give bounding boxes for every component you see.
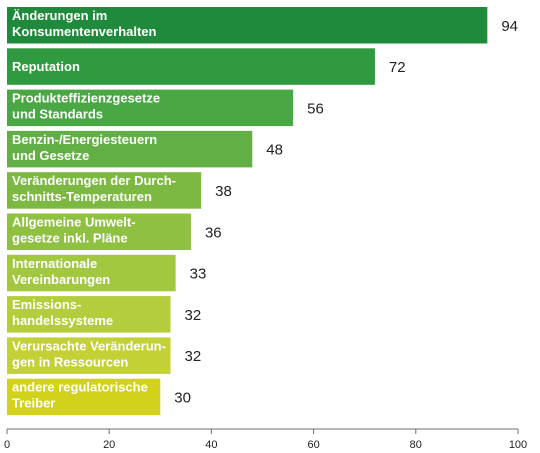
bar-group: Emissions-handelssysteme 32 — [7, 296, 201, 333]
bar-category-label: Reputation — [12, 59, 80, 74]
bar — [7, 48, 375, 85]
bar-category-label: Emissions-handelssysteme — [12, 297, 113, 328]
bar-category-label: Veränderungen der Durch-schnitts-Tempera… — [12, 173, 176, 204]
bar — [7, 172, 202, 209]
bar-category-label: andere regulatorische Treiber — [12, 380, 148, 411]
bar-value-label: 72 — [389, 59, 406, 76]
bar-value-label: 36 — [205, 224, 222, 241]
x-tick-label: 60 — [307, 439, 319, 451]
bar-group: Benzin-/Energiesteuern und Gesetze 48 — [7, 130, 283, 168]
bar-group: Veränderungen der Durch-schnitts-Tempera… — [7, 172, 232, 209]
bar-group: Allgemeine Umwelt-gesetze inkl. Pläne 36 — [7, 213, 222, 250]
x-axis: 0 20 40 60 80 100 — [4, 428, 527, 451]
bar-value-label: 94 — [501, 18, 518, 35]
bar-category-label: Allgemeine Umwelt-gesetze inkl. Pläne — [12, 215, 136, 246]
bar-value-label: 32 — [185, 307, 202, 324]
bar-value-label: 32 — [185, 348, 202, 365]
bar — [7, 7, 488, 44]
bar — [7, 130, 253, 168]
bar-value-label: 30 — [174, 389, 191, 406]
bar-group: Reputation 72 — [7, 48, 406, 85]
bar-category-label: Produkteffizienzgesetze und Standards — [12, 91, 160, 122]
bar — [7, 337, 171, 374]
bar-value-label: 56 — [307, 100, 324, 117]
bar — [7, 89, 294, 127]
bar-group: Produkteffizienzgesetze und Standards 56 — [7, 89, 324, 127]
x-tick-label: 80 — [410, 439, 422, 451]
bar — [7, 254, 176, 292]
bar-value-label: 33 — [190, 266, 207, 283]
x-tick-label: 100 — [509, 439, 527, 451]
bar-value-label: 38 — [215, 183, 232, 200]
bar-group: Änderungen im Konsumentenverhalten 94 — [7, 7, 518, 44]
bar-category-label: Benzin-/Energiesteuern und Gesetze — [12, 132, 157, 163]
bar — [7, 378, 161, 416]
x-tick-label: 0 — [4, 439, 10, 451]
bar-group: andere regulatorische Treiber 30 — [7, 378, 191, 416]
bar-value-label: 48 — [266, 142, 283, 159]
bar — [7, 296, 171, 333]
bar-group: Internationale Vereinbarungen 33 — [7, 254, 207, 292]
bars-layer: Änderungen im Konsumentenverhalten 94 Reput… — [7, 7, 518, 416]
bar-category-label: Verursachte Veränderun-gen in Ressourcen — [12, 338, 166, 369]
x-tick-label: 40 — [205, 439, 217, 451]
x-tick-label: 20 — [103, 439, 115, 451]
bar-category-label: Internationale Vereinbarungen — [12, 256, 110, 287]
bar — [7, 213, 191, 250]
bar-group: Verursachte Veränderun-gen in Ressourcen… — [7, 337, 201, 374]
bar-category-label: Änderungen im Konsumentenverhalten — [12, 8, 157, 39]
